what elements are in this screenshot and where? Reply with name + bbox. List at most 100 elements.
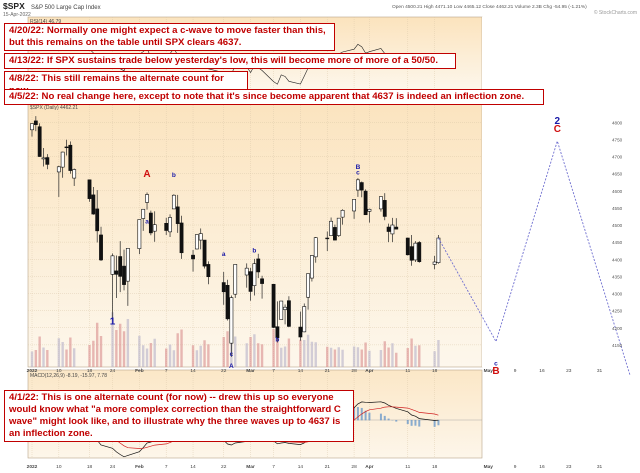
volume-bar: [306, 334, 310, 367]
candle-body: [271, 283, 276, 328]
annotation-apr5: 4/5/22: No real change here, except to n…: [4, 89, 544, 105]
candle-body: [417, 242, 422, 262]
price-tick-label: 4300: [612, 292, 623, 297]
wave-label: c: [230, 351, 234, 358]
volume-bar: [314, 342, 317, 367]
quote-line: Open 4500.21 High 4471.10 Low 4465.12 Cl…: [392, 4, 587, 10]
annotation-apr1: 4/1/22: This is one alternate count (for…: [4, 390, 354, 442]
wave-label: C: [554, 124, 561, 135]
price-tick-label: 4450: [612, 240, 623, 245]
volume-bar: [115, 330, 118, 367]
volume-bar: [207, 344, 210, 367]
volume-bar: [414, 345, 417, 367]
candle-body: [72, 169, 77, 179]
date-tick-label: 28: [351, 368, 357, 374]
price-tick-label: 4250: [612, 309, 623, 314]
candle-layer: [30, 116, 441, 357]
volume-bar: [272, 329, 275, 367]
annotation-apr20: 4/20/22: Normally one might expect a c-w…: [4, 23, 335, 51]
date-tick-label: 2022: [27, 368, 38, 374]
date-tick-label: 18: [432, 464, 438, 470]
chart-date: 15-Apr-2022: [3, 12, 31, 18]
price-panel: [27, 90, 483, 368]
date-tick-label: 22: [221, 464, 227, 470]
date-tick-label: May: [484, 464, 494, 470]
volume-bar: [118, 323, 122, 367]
candle-body: [37, 126, 42, 157]
date-tick-label: Mar: [246, 464, 255, 470]
candle-body: [137, 219, 142, 249]
wave-label: A: [229, 363, 234, 370]
date-tick-label: 9: [514, 464, 517, 470]
candle-body: [141, 208, 146, 219]
date-tick-label: 22: [221, 368, 227, 374]
date-tick-label: 31: [597, 464, 603, 470]
candle-body: [283, 306, 287, 310]
candle-body: [179, 222, 184, 254]
wave-label: b: [172, 172, 176, 179]
osc-histogram-bar: [368, 412, 371, 421]
volume-bar: [234, 336, 237, 367]
volume-bar: [34, 350, 38, 367]
volume-bar: [69, 337, 72, 367]
candle-body: [148, 212, 153, 234]
osc-histogram-bar: [437, 420, 440, 426]
volume-bar: [418, 345, 421, 367]
candle-body: [306, 273, 310, 298]
wave-label: B: [356, 164, 361, 171]
volume-bar: [199, 345, 202, 367]
candle-body: [248, 271, 253, 292]
date-tick-label: 2022: [27, 464, 38, 470]
date-tick-label: 10: [56, 464, 62, 470]
wave-label: c: [356, 169, 360, 176]
volume-bar: [283, 346, 287, 367]
volume-bar: [280, 347, 283, 367]
candle-body: [287, 300, 291, 327]
candle-body: [260, 278, 264, 284]
date-tick-label: 21: [325, 464, 331, 470]
candle-body: [33, 120, 38, 125]
price-tick-label: 4600: [612, 189, 623, 194]
candle-body: [41, 157, 46, 160]
candle-body: [171, 194, 176, 210]
osc-histogram-bar: [356, 407, 359, 421]
candle-body: [95, 208, 100, 232]
candle-body: [64, 146, 69, 149]
volume-bar: [65, 349, 68, 367]
candle-body: [87, 179, 92, 199]
candle-body: [229, 297, 234, 344]
volume-bar: [203, 340, 206, 367]
price-panel-label: $SPX (Daily) 4462.21: [30, 105, 78, 111]
wave-label: c: [494, 360, 498, 367]
volume-bar: [391, 343, 394, 367]
candle-body: [356, 179, 360, 191]
candle-body: [122, 265, 126, 285]
candle-body: [394, 226, 399, 230]
volume-bar: [126, 319, 130, 367]
volume-bar: [433, 351, 436, 367]
volume-bar: [260, 344, 264, 367]
candle-body: [191, 254, 195, 260]
osc-histogram-bar: [379, 413, 382, 421]
wave-label: b: [252, 247, 256, 254]
volume-bar: [38, 336, 41, 367]
candle-body: [233, 264, 238, 295]
candle-body: [275, 326, 280, 338]
stockcharts-watermark: © StockCharts.com: [594, 9, 637, 16]
candle-body: [68, 144, 73, 171]
candle-body: [367, 208, 372, 212]
candle-body: [436, 237, 441, 263]
volume-bar: [387, 347, 390, 367]
volume-bar: [165, 348, 168, 367]
osc-histogram-bar: [364, 410, 367, 421]
candle-body: [359, 182, 364, 191]
volume-bar: [245, 343, 248, 367]
volume-bar: [329, 347, 333, 367]
volume-bar: [153, 338, 156, 367]
candle-body: [313, 237, 318, 258]
volume-bar: [360, 349, 363, 367]
volume-bar: [42, 347, 45, 367]
candle-body: [110, 255, 115, 275]
